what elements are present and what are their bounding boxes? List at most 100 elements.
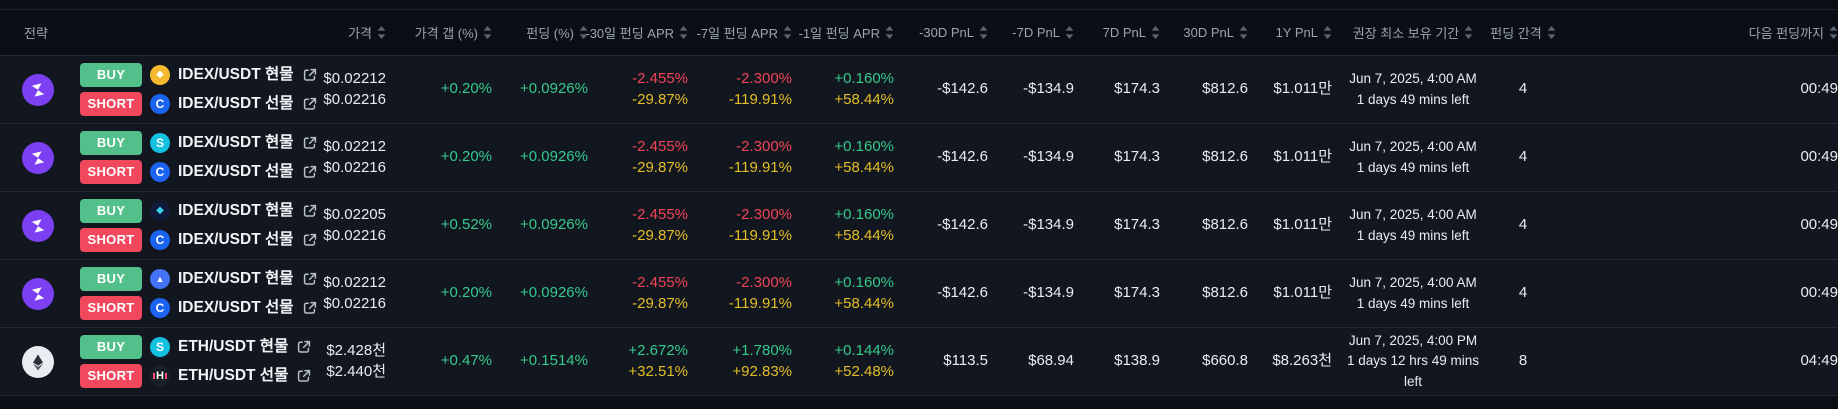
spot-pair-link[interactable]: IDEX/USDT 현물 (178, 201, 294, 219)
apr-7d-annualized: -119.91% (728, 294, 792, 312)
holding-remaining: 1 days 49 mins left (1356, 227, 1470, 243)
spot-exchange-icon (150, 269, 170, 289)
apr-7d-annualized: -119.91% (728, 90, 792, 108)
apr-1d-rate: +0.160% (834, 274, 894, 292)
holding-remaining: 1 days 49 mins left (1356, 295, 1470, 311)
apr-7d-cell: +1.780% +92.83% (694, 341, 798, 382)
spot-pair-link[interactable]: IDEX/USDT 현물 (178, 269, 294, 287)
idex-hourglass-icon (31, 218, 45, 233)
col-header-apr-1d[interactable]: -1일 펀딩 APR (798, 23, 900, 42)
pnl-minus-7d-cell: -$134.9 (1023, 284, 1074, 302)
col-header-funding-interval[interactable]: 펀딩 간격 (1488, 23, 1558, 42)
apr-1d-rate: +0.160% (834, 70, 894, 88)
futures-exchange-icon (150, 162, 170, 182)
table-row: BUY ETH/USDT 현물 SHORT ETH/USDT 선물 $2.428… (0, 327, 1838, 396)
spot-price: $2.428천 (326, 342, 386, 360)
sort-icon (1464, 26, 1473, 39)
apr-1d-cell: +0.160% +58.44% (798, 137, 900, 178)
pnl-1y-cell: $1.011만 (1273, 80, 1332, 98)
apr-1d-cell: +0.160% +58.44% (798, 205, 900, 246)
funding-rate-cell: +0.0926% (520, 216, 588, 234)
futures-exchange-icon (150, 230, 170, 250)
short-badge: SHORT (80, 296, 142, 320)
col-header-pnl-30d[interactable]: 30D PnL (1166, 25, 1254, 40)
apr-7d-annualized: -119.91% (728, 158, 792, 176)
futures-pair-link[interactable]: IDEX/USDT 선물 (178, 162, 294, 180)
apr-1d-annualized: +52.48% (834, 362, 894, 380)
buy-badge: BUY (80, 63, 142, 87)
pnl-minus-7d-cell: -$134.9 (1023, 80, 1074, 98)
short-badge: SHORT (80, 160, 142, 184)
apr-7d-rate: -2.300% (736, 274, 792, 292)
apr-7d-cell: -2.300% -119.91% (694, 137, 798, 178)
short-leg: SHORT IDEX/USDT 선물 (80, 92, 318, 116)
sort-icon (1065, 26, 1074, 39)
apr-1d-annualized: +58.44% (834, 158, 894, 176)
pnl-minus-30d-cell: -$142.6 (937, 284, 988, 302)
sort-icon (1547, 26, 1556, 39)
next-funding-cell: 04:49 (1800, 352, 1838, 370)
futures-pair-link[interactable]: ETH/USDT 선물 (178, 366, 289, 384)
sort-icon (679, 26, 688, 39)
holding-deadline: Jun 7, 2025, 4:00 AM (1349, 275, 1477, 291)
futures-pair-link[interactable]: IDEX/USDT 선물 (178, 230, 294, 248)
spot-exchange-icon (150, 337, 170, 357)
spot-exchange-icon (150, 201, 170, 221)
holding-remaining: 1 days 12 hrs 49 mins left (1346, 353, 1480, 389)
futures-pair-link[interactable]: IDEX/USDT 선물 (178, 94, 294, 112)
apr-30d-cell: -2.455% -29.87% (594, 205, 694, 246)
pnl-30d-cell: $812.6 (1202, 216, 1248, 234)
holding-deadline: Jun 7, 2025, 4:00 AM (1349, 71, 1477, 87)
strategy-cell: BUY IDEX/USDT 현물 SHORT IDEX/USDT 선물 (0, 192, 316, 259)
holding-deadline: Jun 7, 2025, 4:00 PM (1348, 333, 1478, 349)
price-cell: $2.428천 $2.440천 (268, 341, 392, 382)
next-funding-cell: 00:49 (1800, 216, 1838, 234)
funding-interval-cell: 4 (1518, 284, 1528, 302)
col-header-pnl-minus-30d[interactable]: -30D PnL (900, 25, 994, 40)
holding-period-cell: Jun 7, 2025, 4:00 AM 1 days 49 mins left (1338, 69, 1488, 110)
buy-badge: BUY (80, 199, 142, 223)
short-badge: SHORT (80, 92, 142, 116)
strategy-cell: BUY IDEX/USDT 현물 SHORT IDEX/USDT 선물 (0, 56, 316, 123)
apr-7d-rate: -2.300% (736, 70, 792, 88)
futures-exchange-icon (150, 298, 170, 318)
short-leg: SHORT IDEX/USDT 선물 (80, 296, 318, 320)
apr-1d-rate: +0.144% (834, 342, 894, 360)
funding-rate-cell: +0.0926% (520, 148, 588, 166)
short-leg: SHORT ETH/USDT 선물 (80, 364, 312, 388)
col-header-holding-period[interactable]: 권장 최소 보유 기간 (1338, 23, 1488, 42)
col-header-apr-30d[interactable]: -30일 펀딩 APR (585, 23, 694, 42)
col-header-pnl-7d[interactable]: 7D PnL (1080, 25, 1166, 40)
apr-30d-annualized: +32.51% (628, 362, 688, 380)
pnl-30d-cell: $812.6 (1202, 148, 1248, 166)
price-cell: $0.02212 $0.02216 (268, 69, 392, 110)
spot-pair-link[interactable]: IDEX/USDT 현물 (178, 133, 294, 151)
futures-exchange-icon (150, 366, 170, 386)
short-badge: SHORT (80, 364, 142, 388)
spot-pair-link[interactable]: IDEX/USDT 현물 (178, 65, 294, 83)
apr-1d-cell: +0.144% +52.48% (798, 341, 900, 382)
pnl-minus-7d-cell: $68.94 (1028, 352, 1074, 370)
spot-pair-link[interactable]: ETH/USDT 현물 (178, 337, 289, 355)
next-funding-cell: 00:49 (1800, 148, 1838, 166)
buy-badge: BUY (80, 267, 142, 291)
col-header-price[interactable]: 가격 (268, 23, 392, 42)
holding-period-cell: Jun 7, 2025, 4:00 AM 1 days 49 mins left (1338, 205, 1488, 246)
short-leg: SHORT IDEX/USDT 선물 (80, 160, 318, 184)
col-header-next-funding[interactable]: 다음 펀딩까지 (1558, 23, 1838, 42)
pnl-1y-cell: $1.011만 (1273, 216, 1332, 234)
pnl-7d-cell: $174.3 (1114, 148, 1160, 166)
col-header-funding[interactable]: 펀딩 (%) (498, 23, 594, 42)
col-header-pnl-minus-7d[interactable]: -7D PnL (994, 25, 1080, 40)
sort-icon (377, 26, 386, 39)
col-header-apr-7d[interactable]: -7일 펀딩 APR (694, 23, 798, 42)
futures-exchange-icon (150, 94, 170, 114)
holding-remaining: 1 days 49 mins left (1356, 159, 1470, 175)
futures-pair-link[interactable]: IDEX/USDT 선물 (178, 298, 294, 316)
col-header-pnl-1y[interactable]: 1Y PnL (1254, 25, 1338, 40)
holding-deadline: Jun 7, 2025, 4:00 AM (1349, 207, 1477, 223)
col-header-price-gap[interactable]: 가격 갭 (%) (392, 23, 498, 42)
sort-icon (1323, 26, 1332, 39)
short-badge: SHORT (80, 228, 142, 252)
apr-30d-annualized: -29.87% (632, 294, 688, 312)
